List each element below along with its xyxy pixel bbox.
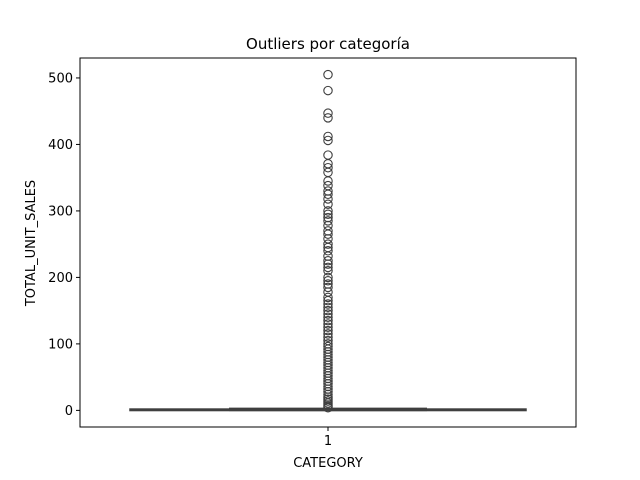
outlier-point (323, 150, 333, 160)
outlier-point (323, 295, 333, 306)
outlier-point (323, 262, 333, 273)
y-tick-label: 500 (48, 71, 73, 86)
outlier-point (323, 319, 333, 329)
outlier-point (323, 113, 333, 123)
outlier-point (323, 282, 333, 293)
outlier-point (323, 275, 333, 286)
y-tick-label: 0 (65, 404, 73, 419)
y-tick-label: 100 (48, 337, 73, 352)
outlier-point (323, 194, 333, 204)
outlier-point (323, 402, 333, 413)
outlier-point (323, 315, 333, 326)
outlier-point (323, 229, 333, 239)
outlier-point (323, 239, 333, 249)
outlier-point (323, 272, 333, 283)
outlier-point (323, 305, 333, 316)
y-axis-label: TOTAL_UNIT_SALES (24, 180, 39, 307)
outlier-point (323, 206, 333, 216)
outlier-point (323, 162, 333, 173)
outlier-point (323, 259, 333, 269)
outlier-point (323, 329, 333, 339)
outlier-point (323, 312, 333, 323)
y-axis: 0 100 200 300 400 500 (48, 71, 80, 419)
outlier-point (323, 325, 333, 336)
outlier-point (323, 332, 333, 342)
outlier-point (323, 189, 333, 200)
axes-frame (79, 57, 577, 428)
outlier-point (323, 216, 333, 226)
outlier-point (323, 302, 333, 313)
outlier-point (323, 176, 333, 186)
plot-area (129, 69, 527, 413)
outlier-point (323, 256, 333, 266)
y-tick-label: 400 (48, 138, 73, 153)
outlier-point (323, 209, 333, 219)
x-tick-label: 1 (324, 434, 332, 449)
outlier-point (323, 387, 333, 397)
outlier-point (323, 135, 333, 146)
outlier-point (323, 69, 333, 80)
outlier-point (323, 108, 333, 118)
y-tick-label: 200 (48, 271, 73, 286)
outlier-point (323, 199, 333, 210)
outlier-point (323, 85, 333, 96)
y-tick-label: 300 (48, 204, 73, 219)
outlier-point (323, 322, 333, 333)
outlier-point (323, 266, 333, 276)
x-axis: 1 (324, 427, 332, 449)
outlier-point (323, 292, 333, 303)
chart-title: Outliers por categoría (246, 35, 410, 53)
x-axis-label: CATEGORY (293, 456, 363, 471)
outlier-point (323, 131, 333, 142)
outlier-point (323, 309, 333, 319)
outlier-point (323, 246, 333, 256)
outlier-point (323, 299, 333, 309)
